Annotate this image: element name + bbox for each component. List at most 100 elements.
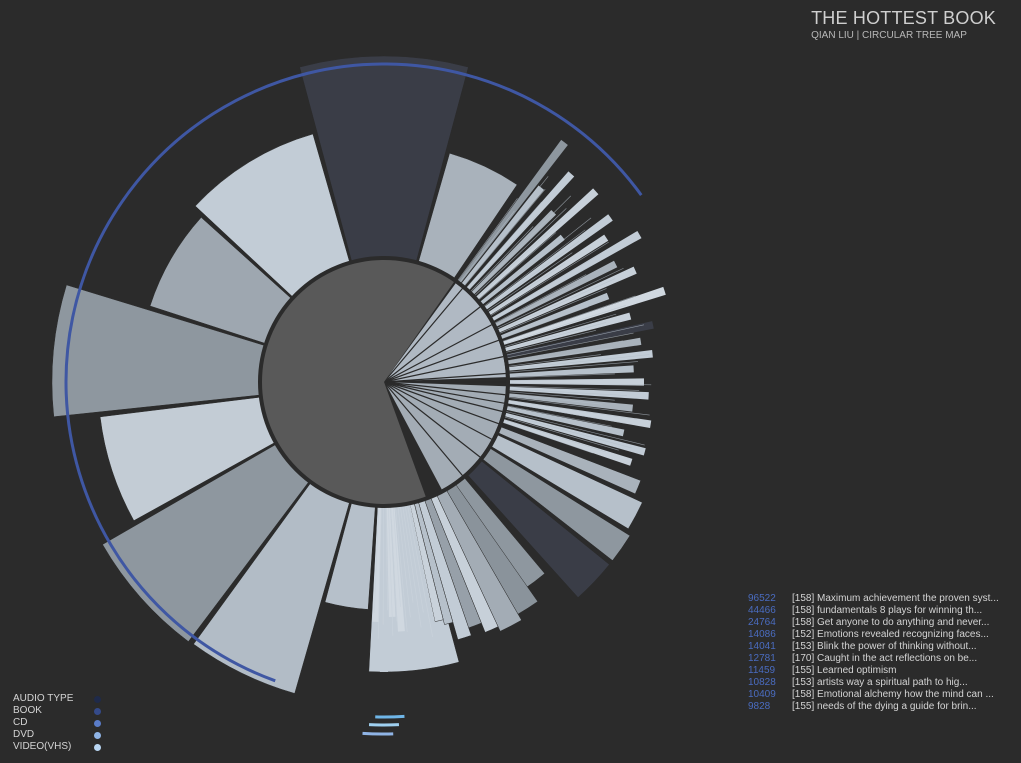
book-bar[interactable] bbox=[465, 171, 575, 292]
book-bar[interactable] bbox=[479, 243, 551, 304]
book-bar[interactable] bbox=[506, 347, 613, 364]
book-bar[interactable] bbox=[502, 419, 606, 453]
book-bar[interactable] bbox=[487, 263, 566, 315]
book-bar[interactable] bbox=[411, 502, 437, 608]
ranking-row[interactable]: 96522 [158] Maximum achievement the prove… bbox=[748, 593, 1020, 605]
sector-divider[interactable] bbox=[383, 306, 481, 383]
book-bar[interactable] bbox=[482, 229, 586, 308]
book-bar[interactable] bbox=[507, 397, 650, 416]
center-sector[interactable] bbox=[259, 257, 456, 506]
sector-divider[interactable] bbox=[383, 381, 506, 396]
book-bar[interactable] bbox=[404, 504, 424, 613]
legend-item[interactable]: CD bbox=[13, 717, 101, 729]
center-ring[interactable] bbox=[258, 256, 510, 508]
book-bar[interactable] bbox=[486, 252, 573, 313]
book-bar[interactable] bbox=[475, 220, 562, 299]
sector-divider[interactable] bbox=[383, 356, 504, 383]
book-bar[interactable] bbox=[491, 263, 595, 322]
ranking-row[interactable]: 14041 [153] Blink the power of thinking w… bbox=[748, 641, 1020, 653]
book-bar[interactable] bbox=[493, 274, 587, 325]
book-bar[interactable] bbox=[500, 306, 589, 340]
ranking-row[interactable]: 11459 [155] Learned optimism bbox=[748, 665, 1020, 677]
book-bar[interactable] bbox=[458, 210, 515, 284]
book-bar[interactable] bbox=[377, 505, 382, 639]
book-bar[interactable] bbox=[477, 232, 557, 301]
book-bar[interactable] bbox=[506, 340, 623, 362]
book-bar[interactable] bbox=[480, 217, 592, 306]
sector-divider[interactable] bbox=[383, 288, 463, 383]
book-bar[interactable] bbox=[409, 503, 435, 623]
book-bar[interactable] bbox=[494, 284, 579, 327]
sector-divider[interactable] bbox=[383, 381, 505, 404]
book-bar[interactable] bbox=[505, 324, 645, 356]
book-bar[interactable] bbox=[507, 394, 603, 405]
book-bar[interactable] bbox=[397, 505, 411, 618]
book-bar[interactable] bbox=[507, 382, 652, 386]
sector-divider[interactable] bbox=[383, 381, 499, 425]
book-bar[interactable] bbox=[390, 505, 398, 622]
sector-divider[interactable] bbox=[383, 381, 463, 476]
book-bar[interactable] bbox=[504, 321, 654, 358]
book-bar[interactable] bbox=[504, 410, 645, 446]
book-bar[interactable] bbox=[467, 214, 538, 291]
book-bar[interactable] bbox=[460, 185, 545, 287]
legend-item[interactable]: BOOK bbox=[13, 705, 101, 717]
book-bar[interactable] bbox=[504, 330, 596, 353]
book-bar[interactable] bbox=[474, 188, 599, 301]
book-bar[interactable] bbox=[479, 234, 565, 306]
sector-divider[interactable] bbox=[383, 381, 442, 491]
ranking-row[interactable]: 44466 [158] fundamentals 8 plays for winn… bbox=[748, 605, 1020, 617]
ranking-row[interactable]: 10409 [158] Emotional alchemy how the min… bbox=[748, 689, 1020, 701]
book-bar[interactable] bbox=[399, 504, 414, 603]
book-bar[interactable] bbox=[503, 322, 607, 351]
book-bar[interactable] bbox=[489, 241, 609, 317]
book-bar[interactable] bbox=[501, 295, 636, 343]
book-bar[interactable] bbox=[386, 505, 396, 617]
book-bar[interactable] bbox=[471, 195, 572, 295]
sector-divider[interactable] bbox=[383, 377, 506, 383]
book-bar[interactable] bbox=[490, 230, 642, 322]
book-bar[interactable] bbox=[505, 332, 634, 359]
sector-divider[interactable] bbox=[383, 372, 506, 383]
book-bar[interactable] bbox=[502, 416, 619, 451]
book-bar[interactable] bbox=[506, 354, 601, 367]
legend-item[interactable]: VIDEO(VHS) bbox=[13, 741, 101, 753]
ranking-row[interactable]: 10828 [153] artists way a spiritual path … bbox=[748, 677, 1020, 689]
subcategory-sector[interactable] bbox=[384, 283, 506, 382]
book-bar[interactable] bbox=[505, 408, 600, 430]
book-bar[interactable] bbox=[501, 421, 593, 454]
ranking-row[interactable]: 24764 [158] Get anyone to do anything and… bbox=[748, 617, 1020, 629]
ranking-row[interactable]: 14086 [152] Emotions revealed recognizing… bbox=[748, 629, 1020, 641]
book-bar[interactable] bbox=[496, 266, 637, 334]
ranking-row[interactable]: 9828 [155] needs of the dying a guide for… bbox=[748, 701, 1020, 713]
book-bar[interactable] bbox=[507, 367, 627, 376]
book-bar[interactable] bbox=[503, 413, 632, 449]
book-bar[interactable] bbox=[507, 385, 640, 391]
book-bar[interactable] bbox=[457, 139, 568, 285]
book-bar[interactable] bbox=[469, 226, 534, 293]
book-bar[interactable] bbox=[484, 241, 580, 310]
book-bar[interactable] bbox=[395, 505, 408, 633]
book-bar[interactable] bbox=[506, 337, 642, 365]
book-bar[interactable] bbox=[402, 504, 422, 628]
book-bar[interactable] bbox=[507, 373, 615, 378]
book-bar[interactable] bbox=[499, 297, 598, 337]
book-bar[interactable] bbox=[507, 379, 604, 381]
book-bar[interactable] bbox=[456, 198, 518, 282]
book-bar[interactable] bbox=[473, 208, 567, 297]
book-bar[interactable] bbox=[379, 505, 389, 673]
media-type-mark[interactable] bbox=[375, 714, 405, 719]
book-bar[interactable] bbox=[463, 189, 546, 288]
subcategory-sector[interactable] bbox=[384, 382, 506, 490]
sector-divider[interactable] bbox=[383, 381, 503, 413]
book-bar[interactable] bbox=[506, 399, 652, 428]
book-bar[interactable] bbox=[501, 418, 633, 466]
book-bar[interactable] bbox=[498, 288, 607, 335]
audio-type-arc[interactable] bbox=[64, 62, 643, 683]
book-bar[interactable] bbox=[505, 405, 612, 427]
book-bar[interactable] bbox=[501, 286, 666, 346]
book-bar[interactable] bbox=[490, 253, 602, 320]
book-bar[interactable] bbox=[507, 354, 650, 370]
legend-item[interactable]: DVD bbox=[13, 729, 101, 741]
book-bar[interactable] bbox=[506, 402, 625, 424]
